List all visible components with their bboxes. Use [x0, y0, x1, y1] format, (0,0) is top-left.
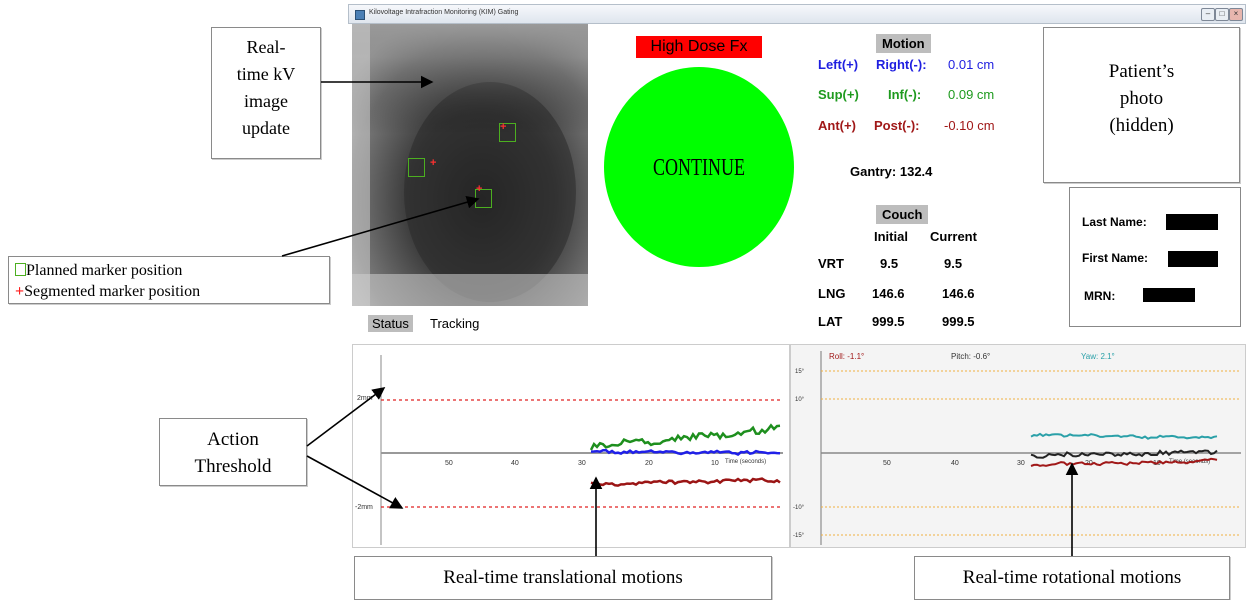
- segmented-marker-icon: +: [15, 283, 25, 300]
- trace-sup-inf: [589, 423, 781, 451]
- rotation-y-tick: -15°: [793, 533, 805, 539]
- rotation-motion-plot: 15° 10° -10° -15° Roll: -1.1° Pitch: -0.…: [790, 344, 1246, 548]
- pitch-readout: Pitch: -0.6°: [951, 352, 990, 361]
- motion-si-direction: Sup(+): [818, 87, 859, 102]
- callout-marker-legend: Planned marker position +Segmented marke…: [8, 256, 330, 304]
- gantry-label: Gantry:: [850, 164, 897, 179]
- segmented-marker-cross: +: [430, 157, 437, 169]
- callout-kv-image: Real- time kV image update: [211, 27, 321, 159]
- couch-lat-initial: 999.5: [872, 314, 905, 329]
- trace-roll: [1030, 457, 1218, 467]
- translation-motion-plot: 2mm -2mm 50 40 30 20 10 Time (seconds): [352, 344, 790, 548]
- couch-axis-vrt: VRT: [818, 256, 844, 271]
- roll-readout: Roll: -1.1°: [829, 352, 864, 361]
- trace-pitch: [1030, 449, 1218, 459]
- planned-marker-icon: [15, 263, 26, 276]
- last-name-redacted: [1166, 214, 1218, 230]
- couch-lng-initial: 146.6: [872, 286, 905, 301]
- couch-header: Couch: [876, 205, 929, 224]
- translation-tick: 10: [711, 460, 719, 467]
- close-button[interactable]: ×: [1229, 8, 1243, 21]
- app-icon: [355, 10, 365, 20]
- gantry-value: 132.4: [899, 164, 933, 179]
- mrn-redacted: [1143, 288, 1195, 302]
- rotation-tick: 40: [951, 460, 959, 467]
- gating-state-text: CONTINUE: [653, 155, 745, 181]
- trace-ant-post: [590, 477, 781, 487]
- rotation-tick: 30: [1017, 460, 1025, 467]
- motion-ap-value: -0.10 cm: [944, 118, 995, 133]
- couch-col-initial: Initial: [874, 229, 908, 244]
- threshold-neg-label: -2mm: [355, 504, 373, 511]
- trace-left-right: [590, 448, 781, 456]
- patient-photo-placeholder: Patient’s photo (hidden): [1043, 27, 1240, 183]
- segmented-marker-cross: +: [500, 121, 507, 133]
- translation-x-label: Time (seconds): [725, 459, 766, 465]
- last-name-label: Last Name:: [1082, 215, 1147, 229]
- couch-col-current: Current: [930, 229, 977, 244]
- couch-vrt-current: 9.5: [944, 256, 963, 271]
- threshold-pos-label: 2mm: [357, 395, 373, 402]
- translation-tick: 50: [445, 460, 453, 467]
- yaw-readout: Yaw: 2.1°: [1081, 352, 1115, 361]
- motion-si-value: 0.09 cm: [948, 87, 995, 102]
- callout-action-threshold: Action Threshold: [159, 418, 307, 486]
- callout-translational: Real-time translational motions: [354, 556, 772, 600]
- minimize-button[interactable]: –: [1201, 8, 1215, 21]
- rotation-y-tick: -10°: [793, 505, 805, 511]
- motion-lr-direction: Left(+): [818, 57, 859, 72]
- legend-planned: Planned marker position: [26, 262, 183, 279]
- window-titlebar: Kilovoltage Intrafraction Monitoring (KI…: [348, 4, 1246, 24]
- motion-si-direction-b: Inf(-):: [888, 87, 922, 102]
- motion-header: Motion: [876, 34, 931, 53]
- patient-info-panel: Last Name: First Name: MRN:: [1069, 187, 1241, 327]
- high-dose-fx-label: High Dose Fx: [636, 36, 762, 58]
- planned-marker-box: [408, 158, 425, 177]
- first-name-redacted: [1168, 251, 1218, 267]
- legend-segmented: Segmented marker position: [24, 283, 201, 300]
- motion-ap-direction: Ant(+): [818, 118, 856, 133]
- couch-axis-lat: LAT: [818, 314, 843, 329]
- motion-ap-direction-b: Post(-):: [874, 118, 920, 133]
- mrn-label: MRN:: [1084, 289, 1116, 303]
- maximize-button[interactable]: □: [1215, 8, 1229, 21]
- callout-rotational: Real-time rotational motions: [914, 556, 1230, 600]
- couch-vrt-initial: 9.5: [880, 256, 899, 271]
- kv-xray-image: [352, 24, 588, 306]
- rotation-y-tick: 15°: [795, 369, 805, 375]
- rotation-tick: 50: [883, 460, 891, 467]
- continue-gating-indicator: CONTINUE: [604, 67, 794, 267]
- couch-lat-current: 999.5: [942, 314, 975, 329]
- segmented-marker-cross: +: [476, 183, 483, 195]
- status-label: Status: [368, 315, 413, 332]
- couch-axis-lng: LNG: [818, 286, 846, 301]
- motion-lr-value: 0.01 cm: [948, 57, 995, 72]
- window-title: Kilovoltage Intrafraction Monitoring (KI…: [369, 9, 519, 16]
- motion-lr-direction-b: Right(-):: [876, 57, 927, 72]
- translation-tick: 30: [578, 460, 586, 467]
- translation-tick: 40: [511, 460, 519, 467]
- gantry-readout: Gantry: 132.4: [850, 164, 932, 179]
- rotation-y-tick: 10°: [795, 397, 805, 403]
- first-name-label: First Name:: [1082, 251, 1149, 265]
- trace-yaw: [1030, 432, 1218, 440]
- couch-lng-current: 146.6: [942, 286, 975, 301]
- status-value: Tracking: [430, 316, 480, 331]
- translation-tick: 20: [645, 460, 653, 467]
- planned-marker-box: [499, 123, 516, 142]
